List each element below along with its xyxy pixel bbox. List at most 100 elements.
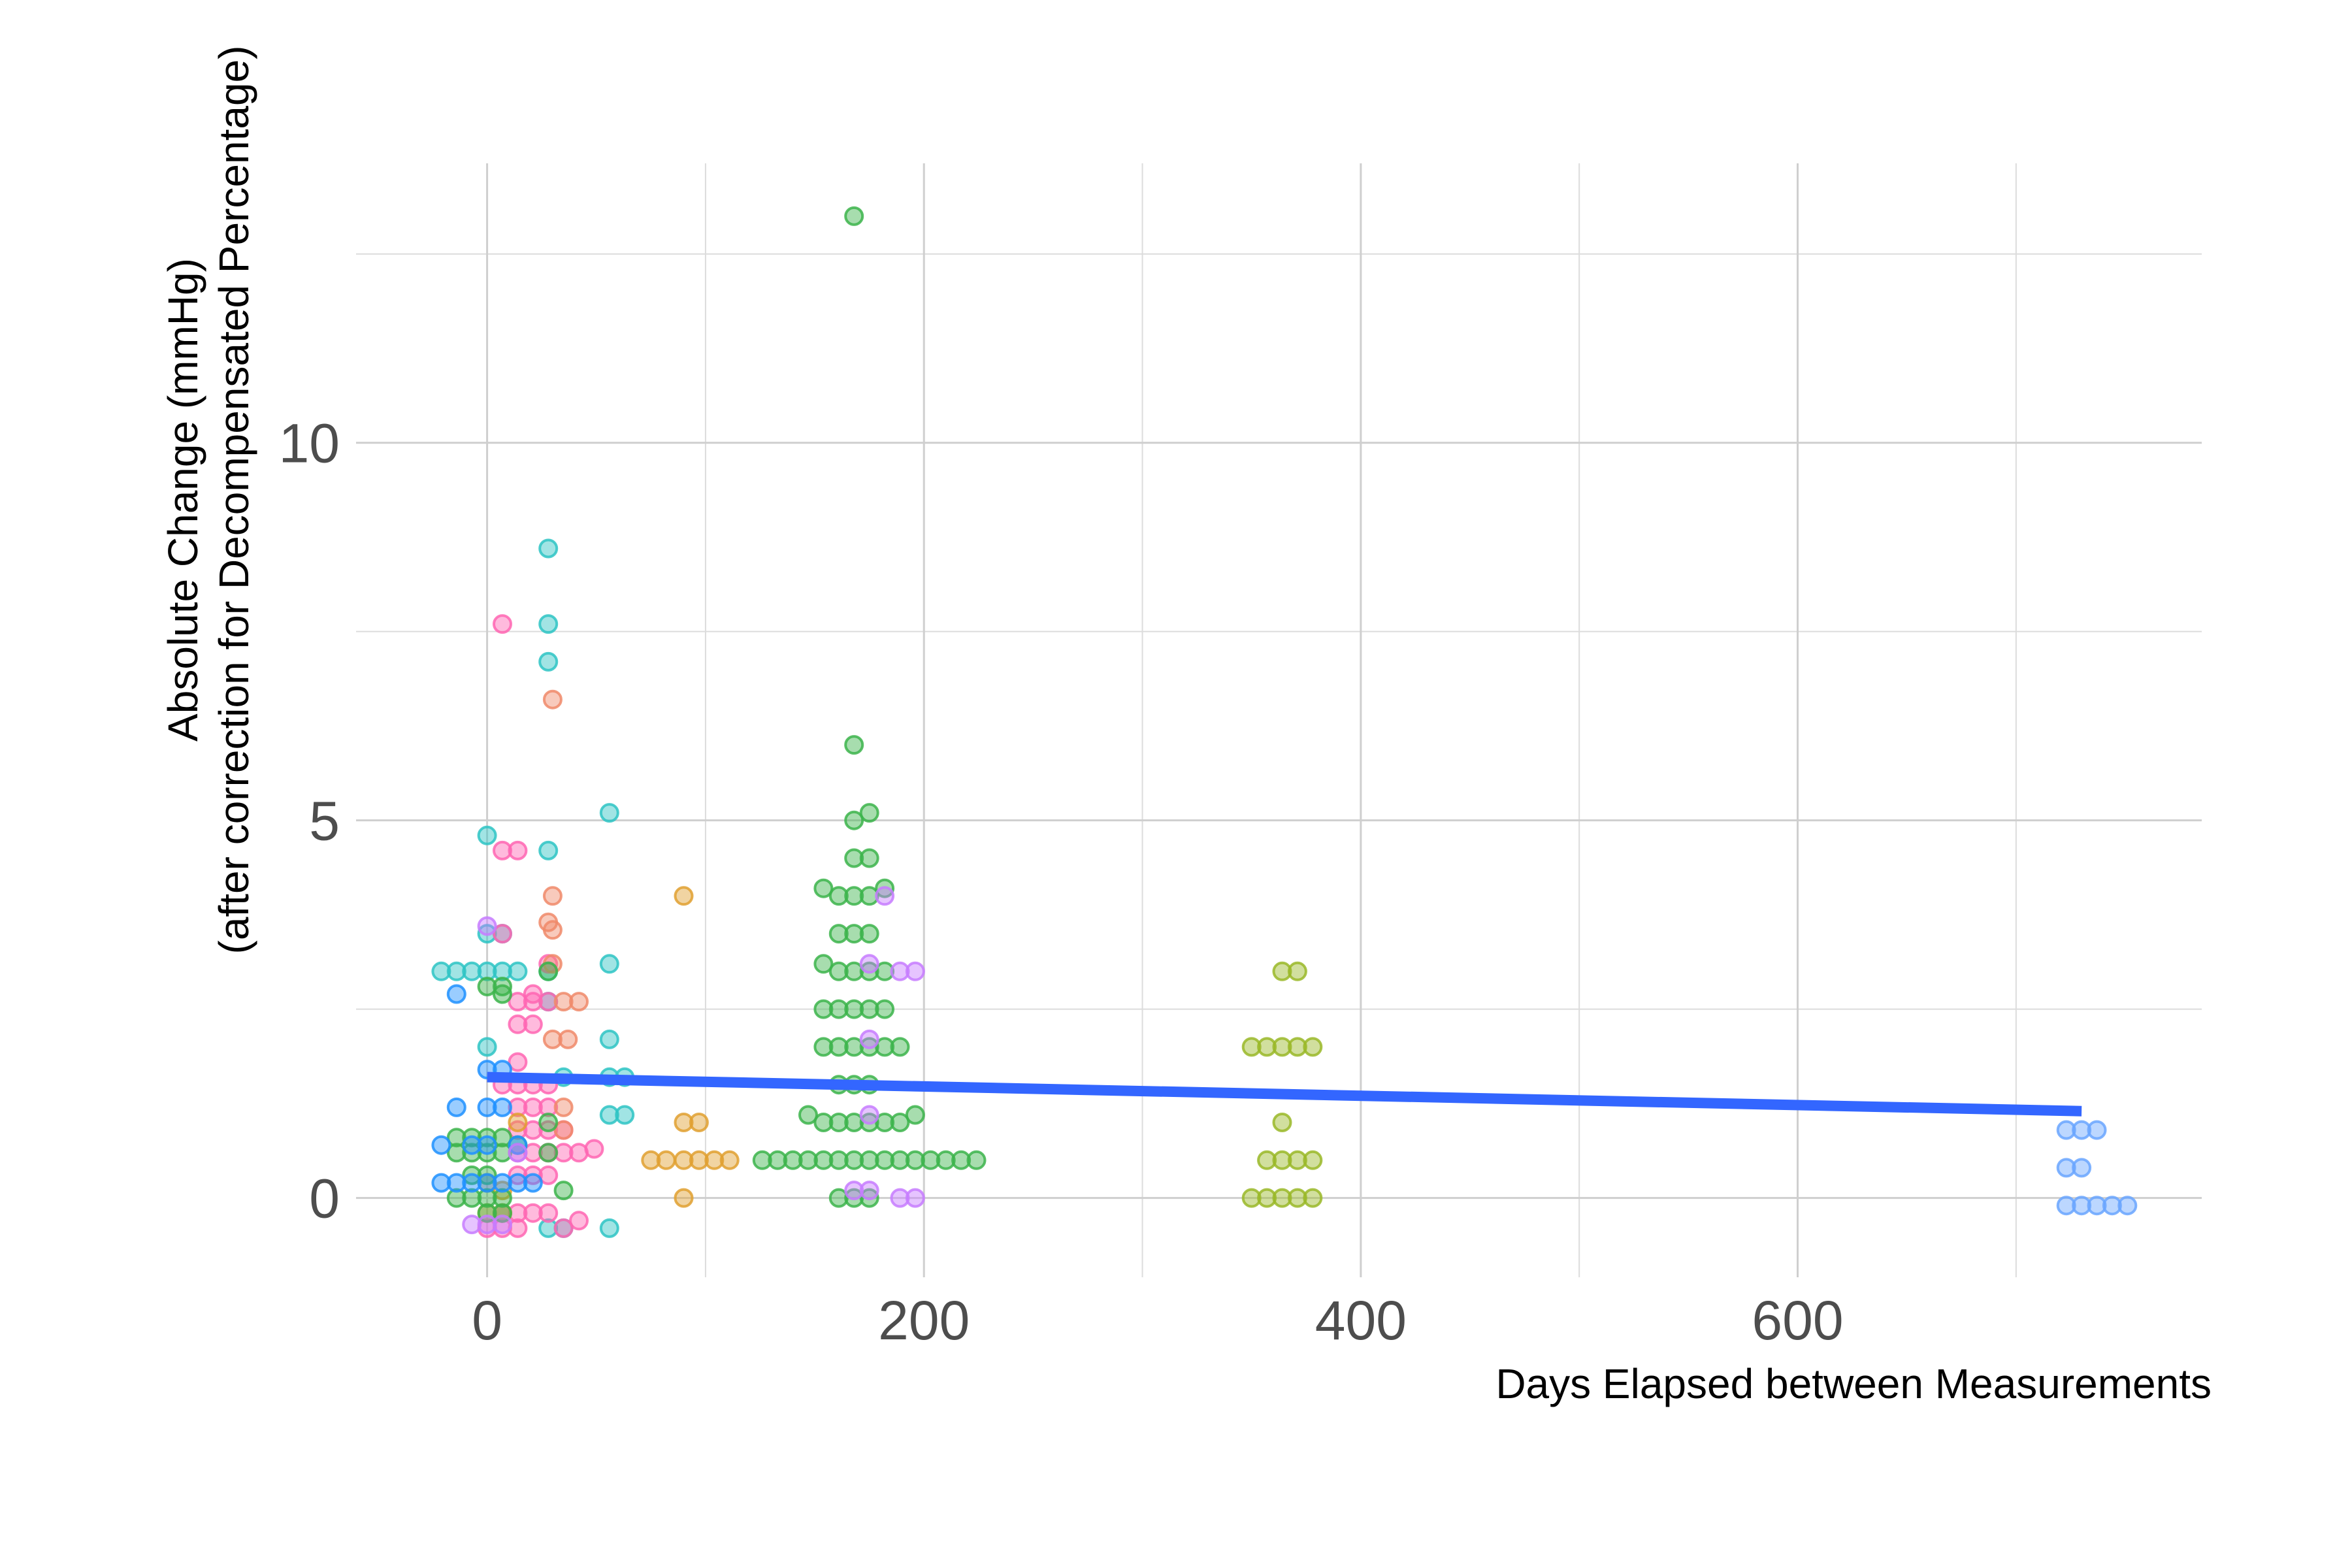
data-point xyxy=(558,1029,578,1049)
data-point xyxy=(674,1150,694,1170)
data-point xyxy=(523,1014,543,1034)
data-point xyxy=(477,977,497,996)
data-point xyxy=(656,1150,676,1170)
data-point xyxy=(674,1188,694,1208)
data-point xyxy=(542,1029,563,1049)
data-point xyxy=(508,992,528,1012)
data-point xyxy=(538,1113,559,1132)
data-point xyxy=(704,1150,725,1170)
data-point xyxy=(1272,961,1292,981)
data-point xyxy=(493,1188,512,1208)
data-point xyxy=(553,1143,574,1163)
data-point xyxy=(875,1113,895,1132)
data-point xyxy=(508,1052,528,1072)
data-point xyxy=(859,848,879,868)
data-point xyxy=(446,1097,466,1117)
data-point xyxy=(951,1150,972,1170)
x-tick-label: 400 xyxy=(1315,1290,1407,1351)
data-point xyxy=(538,961,559,981)
y-tick-label: 0 xyxy=(309,1168,340,1230)
data-point xyxy=(674,1113,694,1132)
x-tick-label: 600 xyxy=(1752,1290,1843,1351)
data-point xyxy=(493,1128,512,1148)
data-point xyxy=(905,961,925,981)
data-point xyxy=(828,1113,849,1132)
data-point xyxy=(538,1143,559,1163)
data-point xyxy=(542,689,563,710)
data-point xyxy=(844,1037,864,1057)
data-point xyxy=(2072,1158,2092,1178)
y-tick-label: 10 xyxy=(279,413,340,474)
data-point xyxy=(844,999,864,1019)
data-point xyxy=(828,1188,849,1208)
data-point xyxy=(859,886,879,906)
data-point xyxy=(538,1097,559,1117)
data-point xyxy=(1303,1150,1323,1170)
x-tick-label: 0 xyxy=(472,1290,502,1351)
data-point xyxy=(446,984,466,1004)
x-axis-title: Days Elapsed between Measurements xyxy=(1495,1360,2212,1407)
data-point xyxy=(2087,1196,2107,1216)
data-point xyxy=(966,1150,987,1170)
data-point xyxy=(538,1218,559,1238)
data-point xyxy=(538,1165,559,1185)
data-point xyxy=(569,992,589,1012)
data-point xyxy=(542,886,563,906)
data-point xyxy=(783,1150,803,1170)
data-point xyxy=(2056,1196,2076,1216)
data-point xyxy=(446,1143,466,1163)
data-point xyxy=(844,924,864,944)
x-tick-label: 200 xyxy=(878,1290,970,1351)
data-point xyxy=(462,961,482,981)
data-point xyxy=(493,984,512,1004)
data-point xyxy=(844,886,864,906)
data-point xyxy=(844,848,864,868)
data-point xyxy=(890,1188,910,1208)
data-point xyxy=(508,1173,528,1193)
data-point xyxy=(1287,1037,1307,1057)
data-point xyxy=(813,999,834,1019)
data-point xyxy=(508,1203,528,1223)
data-point xyxy=(1257,1037,1277,1057)
data-point xyxy=(1272,1037,1292,1057)
data-point xyxy=(921,1150,941,1170)
data-point xyxy=(875,999,895,1019)
data-point xyxy=(813,878,834,898)
data-point xyxy=(462,1173,482,1193)
data-point xyxy=(553,992,574,1012)
data-point xyxy=(768,1150,788,1170)
y-axis-title-line-1: Absolute Change (mmHg) xyxy=(159,258,206,742)
data-point xyxy=(1257,1188,1277,1208)
data-point xyxy=(538,840,559,860)
data-point xyxy=(890,1113,910,1132)
data-point xyxy=(689,1150,709,1170)
data-point xyxy=(446,961,466,981)
data-points xyxy=(431,206,2138,1238)
data-point xyxy=(828,961,849,981)
data-point xyxy=(599,1029,619,1049)
data-point xyxy=(538,1203,559,1223)
data-point xyxy=(523,1143,543,1163)
data-point xyxy=(542,920,563,940)
data-point xyxy=(859,954,879,974)
data-point xyxy=(508,1097,528,1117)
data-point xyxy=(905,1188,925,1208)
data-point xyxy=(615,1105,635,1125)
data-point xyxy=(599,803,619,823)
data-point xyxy=(431,1173,451,1193)
data-point xyxy=(2117,1196,2138,1216)
data-point xyxy=(1272,1150,1292,1170)
data-point xyxy=(905,1150,925,1170)
data-point xyxy=(493,1173,512,1193)
tick-labels: 0 200 400 600 0 5 10 xyxy=(279,413,1844,1351)
data-point xyxy=(1287,1188,1307,1208)
data-point xyxy=(1272,1188,1292,1208)
data-point xyxy=(508,1143,528,1163)
data-point xyxy=(477,1097,497,1117)
data-point xyxy=(493,1143,512,1163)
data-point xyxy=(477,825,497,845)
data-point xyxy=(875,961,895,981)
trend-line xyxy=(487,1071,2082,1117)
trend-line-group xyxy=(487,1071,2082,1117)
data-point xyxy=(859,999,879,1019)
